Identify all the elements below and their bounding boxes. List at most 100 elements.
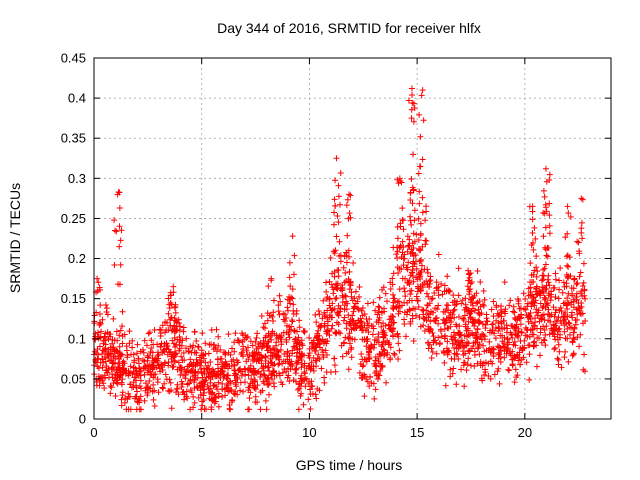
y-tick-label: 0.35 — [61, 131, 86, 146]
data-point — [526, 351, 533, 358]
data-point — [230, 390, 237, 397]
data-point — [300, 328, 307, 335]
data-point — [257, 339, 264, 346]
data-point — [540, 289, 547, 296]
data-point — [141, 371, 148, 378]
y-tick-label: 0.05 — [61, 371, 86, 386]
data-point — [372, 386, 379, 393]
data-point — [475, 306, 482, 313]
data-point — [263, 406, 270, 413]
data-point — [258, 345, 265, 352]
data-point — [320, 374, 327, 381]
data-point — [468, 308, 475, 315]
data-point — [405, 242, 412, 249]
data-point — [467, 299, 474, 306]
data-point — [307, 406, 314, 413]
data-point — [150, 374, 157, 381]
data-point — [199, 330, 206, 337]
data-point — [284, 304, 291, 311]
data-point — [473, 290, 480, 297]
data-point — [271, 361, 278, 368]
data-point — [198, 370, 205, 377]
data-point — [496, 351, 503, 358]
data-point — [102, 348, 109, 355]
data-point — [410, 245, 417, 252]
data-point — [243, 347, 250, 354]
data-point — [555, 314, 562, 321]
data-point — [200, 378, 207, 385]
data-point — [343, 249, 350, 256]
data-point — [555, 341, 562, 348]
data-point — [144, 357, 151, 364]
data-point — [415, 215, 422, 222]
data-point — [207, 376, 214, 383]
data-point — [288, 294, 295, 301]
data-point — [245, 387, 252, 394]
data-point — [513, 321, 520, 328]
data-point — [529, 229, 536, 236]
data-point — [159, 384, 166, 391]
data-point — [581, 286, 588, 293]
data-point — [178, 368, 185, 375]
data-point — [436, 341, 443, 348]
data-point — [399, 238, 406, 245]
data-point — [549, 330, 556, 337]
data-point — [409, 269, 416, 276]
data-point — [346, 320, 353, 327]
y-tick-label: 0 — [79, 412, 86, 427]
data-point — [298, 364, 305, 371]
data-point — [190, 404, 197, 411]
x-tick-label: 5 — [198, 425, 205, 440]
data-point — [289, 233, 296, 240]
data-point — [117, 237, 124, 244]
data-point — [114, 369, 121, 376]
data-point — [309, 345, 316, 352]
data-point — [332, 330, 339, 337]
data-point — [278, 379, 285, 386]
data-point — [294, 386, 301, 393]
data-point — [546, 212, 553, 219]
data-point — [533, 283, 540, 290]
data-point — [413, 231, 420, 238]
data-point — [331, 221, 338, 228]
data-point — [520, 290, 527, 297]
data-point — [368, 343, 375, 350]
data-point — [574, 238, 581, 245]
data-point — [560, 279, 567, 286]
data-point — [451, 306, 458, 313]
data-point — [109, 360, 116, 367]
data-point — [107, 390, 114, 397]
data-point — [467, 362, 474, 369]
data-point — [373, 319, 380, 326]
data-point — [314, 340, 321, 347]
data-point — [343, 259, 350, 266]
data-point — [441, 288, 448, 295]
data-point — [422, 217, 429, 224]
data-point — [455, 265, 462, 272]
data-point — [317, 344, 324, 351]
data-point — [504, 325, 511, 332]
data-point — [255, 357, 262, 364]
data-point — [195, 343, 202, 350]
data-point — [98, 328, 105, 335]
data-point — [416, 271, 423, 278]
axis-ticks: 0 5 10 15 20 0 0.05 0.1 0.15 0.2 0.25 0.3 0.35 0.4 0.4… — [61, 51, 611, 440]
data-point — [378, 363, 385, 370]
data-point — [544, 299, 551, 306]
data-point — [454, 350, 461, 357]
data-point — [556, 334, 563, 341]
data-point — [382, 290, 389, 297]
data-point — [405, 259, 412, 266]
data-point — [284, 307, 291, 314]
data-point — [480, 302, 487, 309]
data-point — [247, 338, 254, 345]
data-point — [423, 290, 430, 297]
data-point — [193, 356, 200, 363]
data-point — [245, 372, 252, 379]
data-point — [404, 308, 411, 315]
data-point — [274, 347, 281, 354]
data-point — [118, 227, 125, 234]
data-point — [259, 365, 266, 372]
data-point — [99, 355, 106, 362]
data-point — [313, 395, 320, 402]
